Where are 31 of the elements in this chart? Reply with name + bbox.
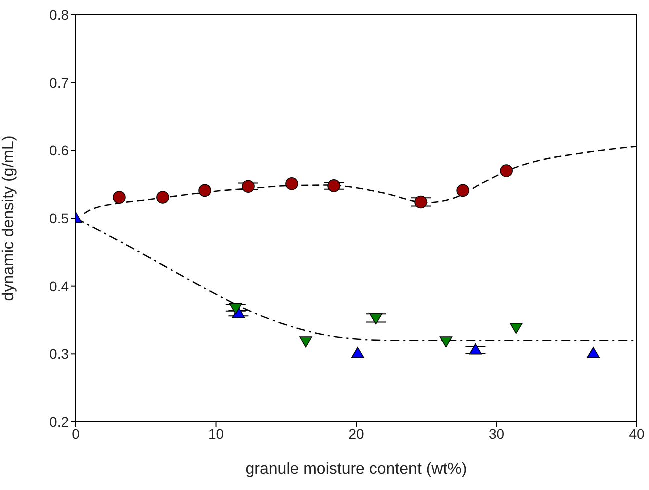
point bbox=[229, 303, 242, 314]
y-tick-label: 0.4 bbox=[50, 278, 70, 294]
y-tick-label: 0.5 bbox=[50, 210, 70, 226]
y-tick-label: 0.2 bbox=[50, 414, 70, 430]
point bbox=[510, 323, 523, 334]
point bbox=[370, 314, 383, 325]
point bbox=[587, 347, 600, 358]
x-tick-label: 10 bbox=[208, 426, 224, 442]
x-axis-title: granule moisture content (wt%) bbox=[246, 461, 468, 478]
point bbox=[286, 178, 298, 190]
point bbox=[156, 191, 170, 204]
x-tick-label: 0 bbox=[72, 426, 80, 442]
point bbox=[440, 336, 453, 348]
point bbox=[456, 184, 470, 198]
y-axis-title: dynamic density (g/mL) bbox=[0, 136, 18, 302]
point bbox=[352, 347, 364, 358]
y-tick-label: 0.7 bbox=[50, 74, 70, 91]
point bbox=[300, 336, 312, 348]
x-tick-label: 30 bbox=[488, 426, 505, 442]
point bbox=[500, 164, 513, 178]
point bbox=[469, 344, 482, 355]
point bbox=[328, 180, 340, 192]
x-tick-label: 20 bbox=[348, 426, 364, 442]
y-tick-label: 0.8 bbox=[50, 6, 70, 23]
y-tick-label: 0.3 bbox=[50, 346, 70, 362]
y-tick-label: 0.6 bbox=[50, 142, 70, 159]
point bbox=[113, 191, 126, 204]
point bbox=[198, 184, 212, 198]
point bbox=[242, 180, 255, 194]
point bbox=[414, 196, 428, 209]
x-tick-label: 40 bbox=[629, 426, 645, 442]
